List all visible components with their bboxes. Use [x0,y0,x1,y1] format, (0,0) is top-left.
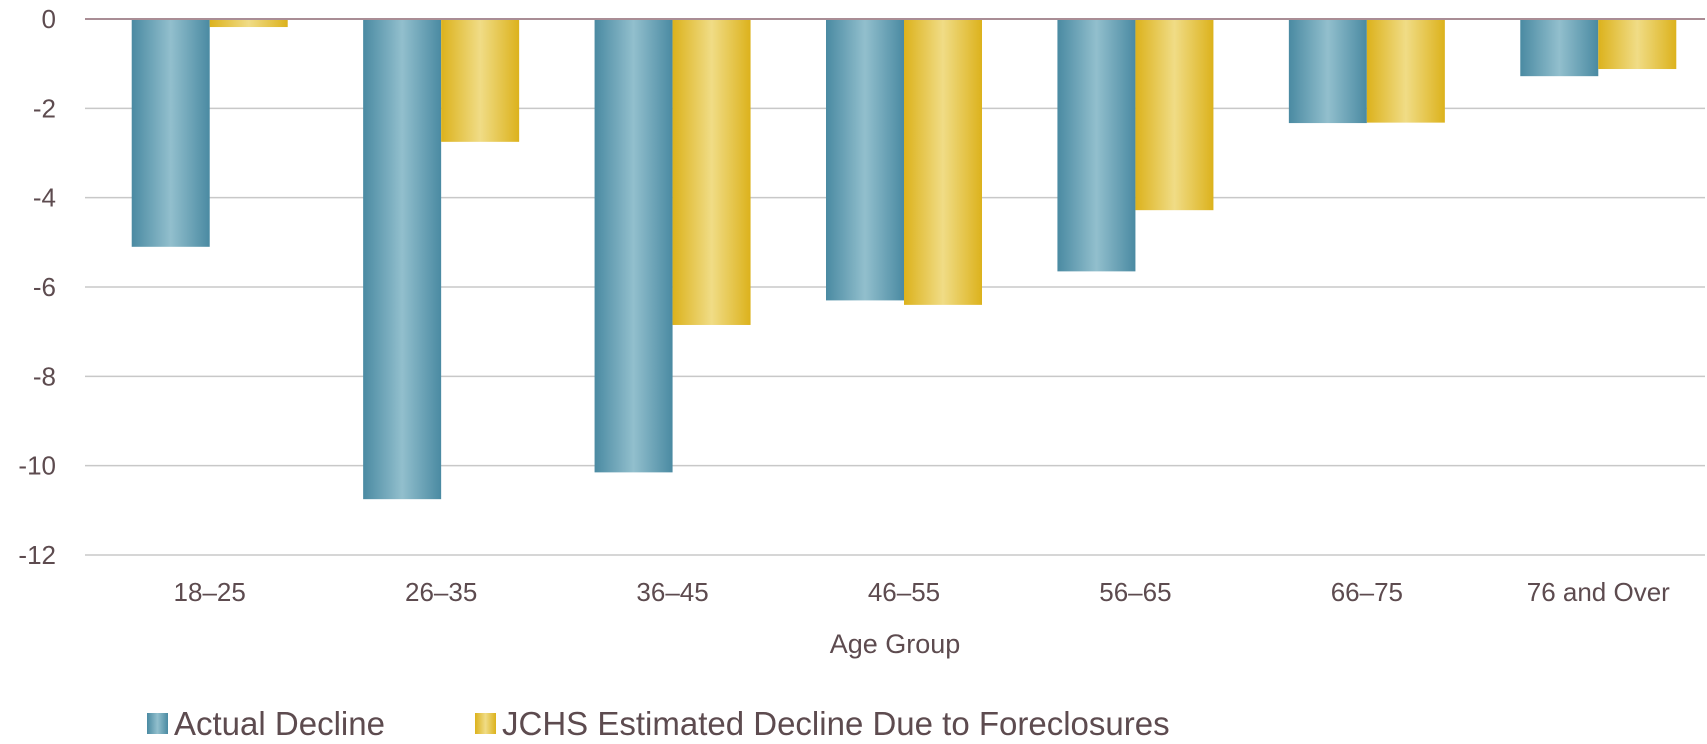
y-tick-label: -10 [18,451,56,481]
bar-estimated [1135,19,1214,211]
bar-actual [1057,19,1136,272]
bar-actual [826,19,904,301]
x-tick-label: 18–25 [174,577,246,607]
legend-swatch [475,713,496,734]
bar-actual [363,19,442,500]
x-tick-label: 66–75 [1331,577,1403,607]
y-tick-label: -8 [33,361,56,391]
bars [85,18,1705,500]
y-tick-label: 0 [42,4,56,34]
x-axis-title: Age Group [830,629,961,659]
bar-estimated [1366,19,1445,123]
y-axis: 0 -2 -4 -6 -8 -10 -12 [18,4,56,570]
bar-estimated [672,19,751,325]
bar-estimated [209,19,288,28]
y-tick-label: -6 [33,272,56,302]
x-tick-label: 76 and Over [1527,577,1670,607]
y-tick-label: -4 [33,183,56,213]
bar-estimated [904,19,982,305]
bar-actual [1288,19,1367,124]
bar-actual [131,19,210,247]
x-tick-label: 56–65 [1099,577,1171,607]
legend-label: JCHS Estimated Decline Due to Foreclosur… [502,705,1170,742]
legend-swatch [147,713,168,734]
x-axis: 18–25 26–35 36–45 46–55 56–65 66–75 76 and Ove… [174,577,1671,607]
y-tick-label: -12 [18,540,56,570]
legend: Actual Decline JCHS Estimated Decline Due… [147,705,1170,742]
y-tick-label: -2 [33,93,56,123]
legend-label: Actual Decline [174,705,385,742]
x-tick-label: 46–55 [868,577,940,607]
x-tick-label: 26–35 [405,577,477,607]
bar-actual [594,19,673,473]
x-tick-label: 36–45 [636,577,708,607]
bar-estimated [441,19,520,142]
bar-estimated [1598,19,1677,70]
bar-actual [1520,19,1599,77]
